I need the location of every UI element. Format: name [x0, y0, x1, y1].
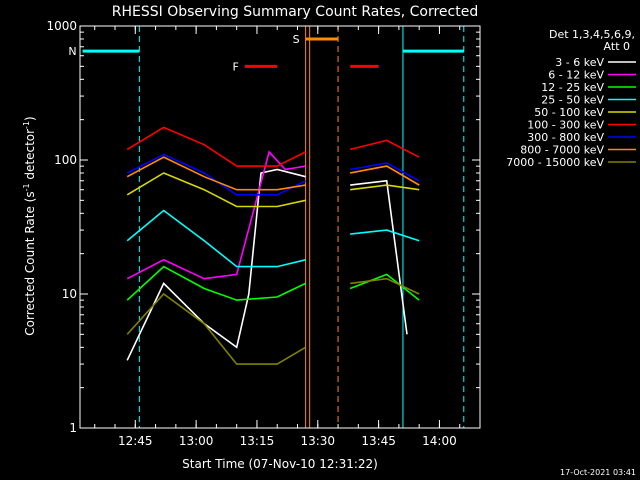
- series-line: [126, 265, 306, 301]
- legend-entry-label: 7000 - 15000 keV: [506, 156, 604, 169]
- y-tick-label: 100: [54, 153, 77, 167]
- x-tick-label: 13:30: [300, 434, 335, 448]
- x-tick-label: 13:00: [179, 434, 214, 448]
- series-lines: [126, 126, 420, 365]
- y-tick-label: 1000: [46, 19, 77, 33]
- x-axis-label: Start Time (07-Nov-10 12:31:22): [182, 457, 378, 471]
- series-line: [350, 184, 420, 191]
- y-tick-label: 10: [62, 287, 77, 301]
- series-line: [126, 126, 306, 167]
- attenuator-info-line: Att 0: [604, 40, 630, 53]
- flag-bars: N F S: [68, 33, 464, 73]
- series-line: [126, 209, 306, 268]
- detector-info-line: Det 1,3,4,5,6,9,: [549, 28, 635, 41]
- y-axis-ticks: 1 10 100 1000: [46, 19, 480, 435]
- series-line: [350, 165, 420, 186]
- legend-entry-label: 300 - 800 keV: [527, 131, 604, 144]
- legend-entry-label: 25 - 50 keV: [541, 94, 604, 107]
- series-line: [350, 139, 420, 158]
- y-tick-label: 1: [69, 421, 77, 435]
- y-axis-label: Corrected Count Rate (s-1 detector-1): [22, 116, 37, 335]
- series-line: [126, 168, 306, 361]
- legend-entry-label: 3 - 6 keV: [555, 56, 604, 69]
- x-tick-label: 12:45: [118, 434, 153, 448]
- legend-entry-label: 50 - 100 keV: [534, 106, 604, 119]
- chart-title: RHESSI Observing Summary Count Rates, Co…: [112, 4, 478, 20]
- legend-entry-label: 100 - 300 keV: [527, 119, 604, 132]
- flag-label: S: [293, 33, 300, 46]
- series-line: [350, 179, 408, 335]
- legend-entry-label: 800 - 7000 keV: [520, 144, 604, 157]
- legend-entry-label: 12 - 25 keV: [541, 81, 604, 94]
- night-markers: [138, 26, 465, 428]
- flag-label: N: [68, 45, 76, 58]
- series-line: [126, 172, 306, 208]
- plot-frame: [79, 25, 481, 429]
- series-line: [126, 156, 306, 191]
- series-line: [350, 277, 420, 295]
- series-line: [126, 292, 307, 365]
- plot-timestamp: 17-Oct-2021 03:41: [560, 468, 636, 477]
- flag-label: F: [232, 60, 238, 73]
- legend-entry-label: 6 - 12 keV: [548, 69, 604, 82]
- x-axis-ticks: 12:45 13:00 13:15 13:30 13:45 14:00: [94, 26, 461, 448]
- series-line: [126, 150, 306, 280]
- series-line: [349, 273, 420, 301]
- x-tick-label: 13:15: [240, 434, 275, 448]
- x-tick-label: 13:45: [361, 434, 396, 448]
- series-line: [350, 229, 420, 242]
- series-line: [350, 162, 420, 182]
- x-tick-label: 14:00: [422, 434, 457, 448]
